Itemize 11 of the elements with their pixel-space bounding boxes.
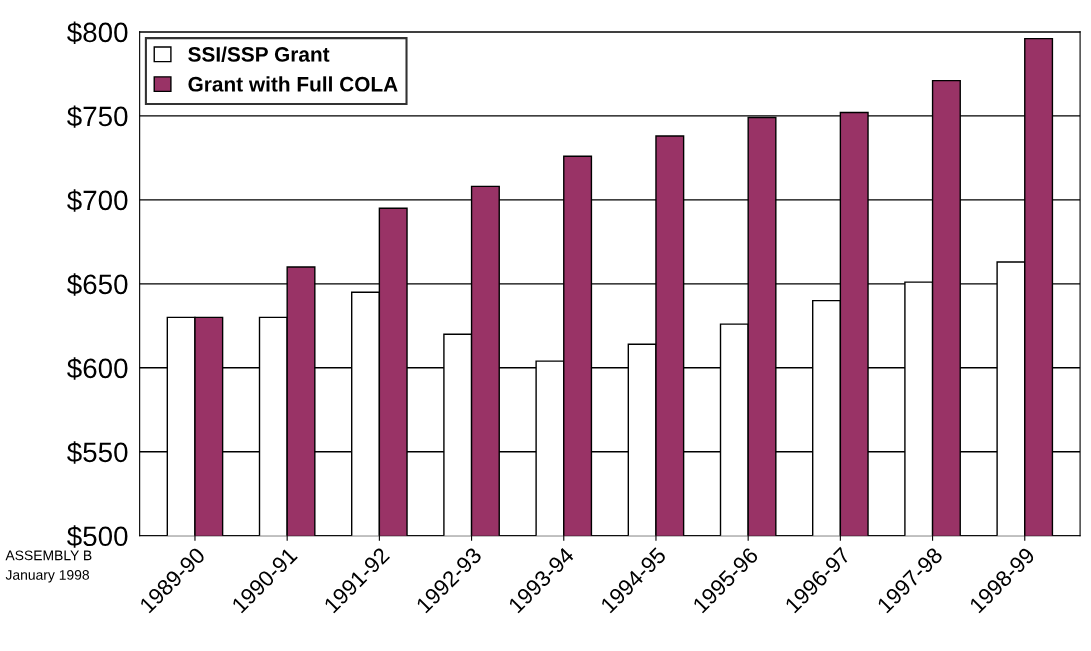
y-tick-label: $650 [67, 273, 128, 296]
legend-label: SSI/SSP Grant [188, 46, 330, 62]
y-tick-label: $750 [67, 105, 128, 128]
legend-label: Grant with Full COLA [188, 76, 398, 92]
y-tick-label: $700 [67, 189, 128, 212]
y-tick-label: $600 [67, 357, 128, 380]
text: January 1998 [5, 569, 90, 583]
text: ASSEMBLY B [5, 550, 92, 561]
y-tick-label: $800 [67, 21, 128, 44]
y-tick-label: $500 [67, 525, 128, 548]
y-tick-label: $550 [67, 441, 128, 464]
